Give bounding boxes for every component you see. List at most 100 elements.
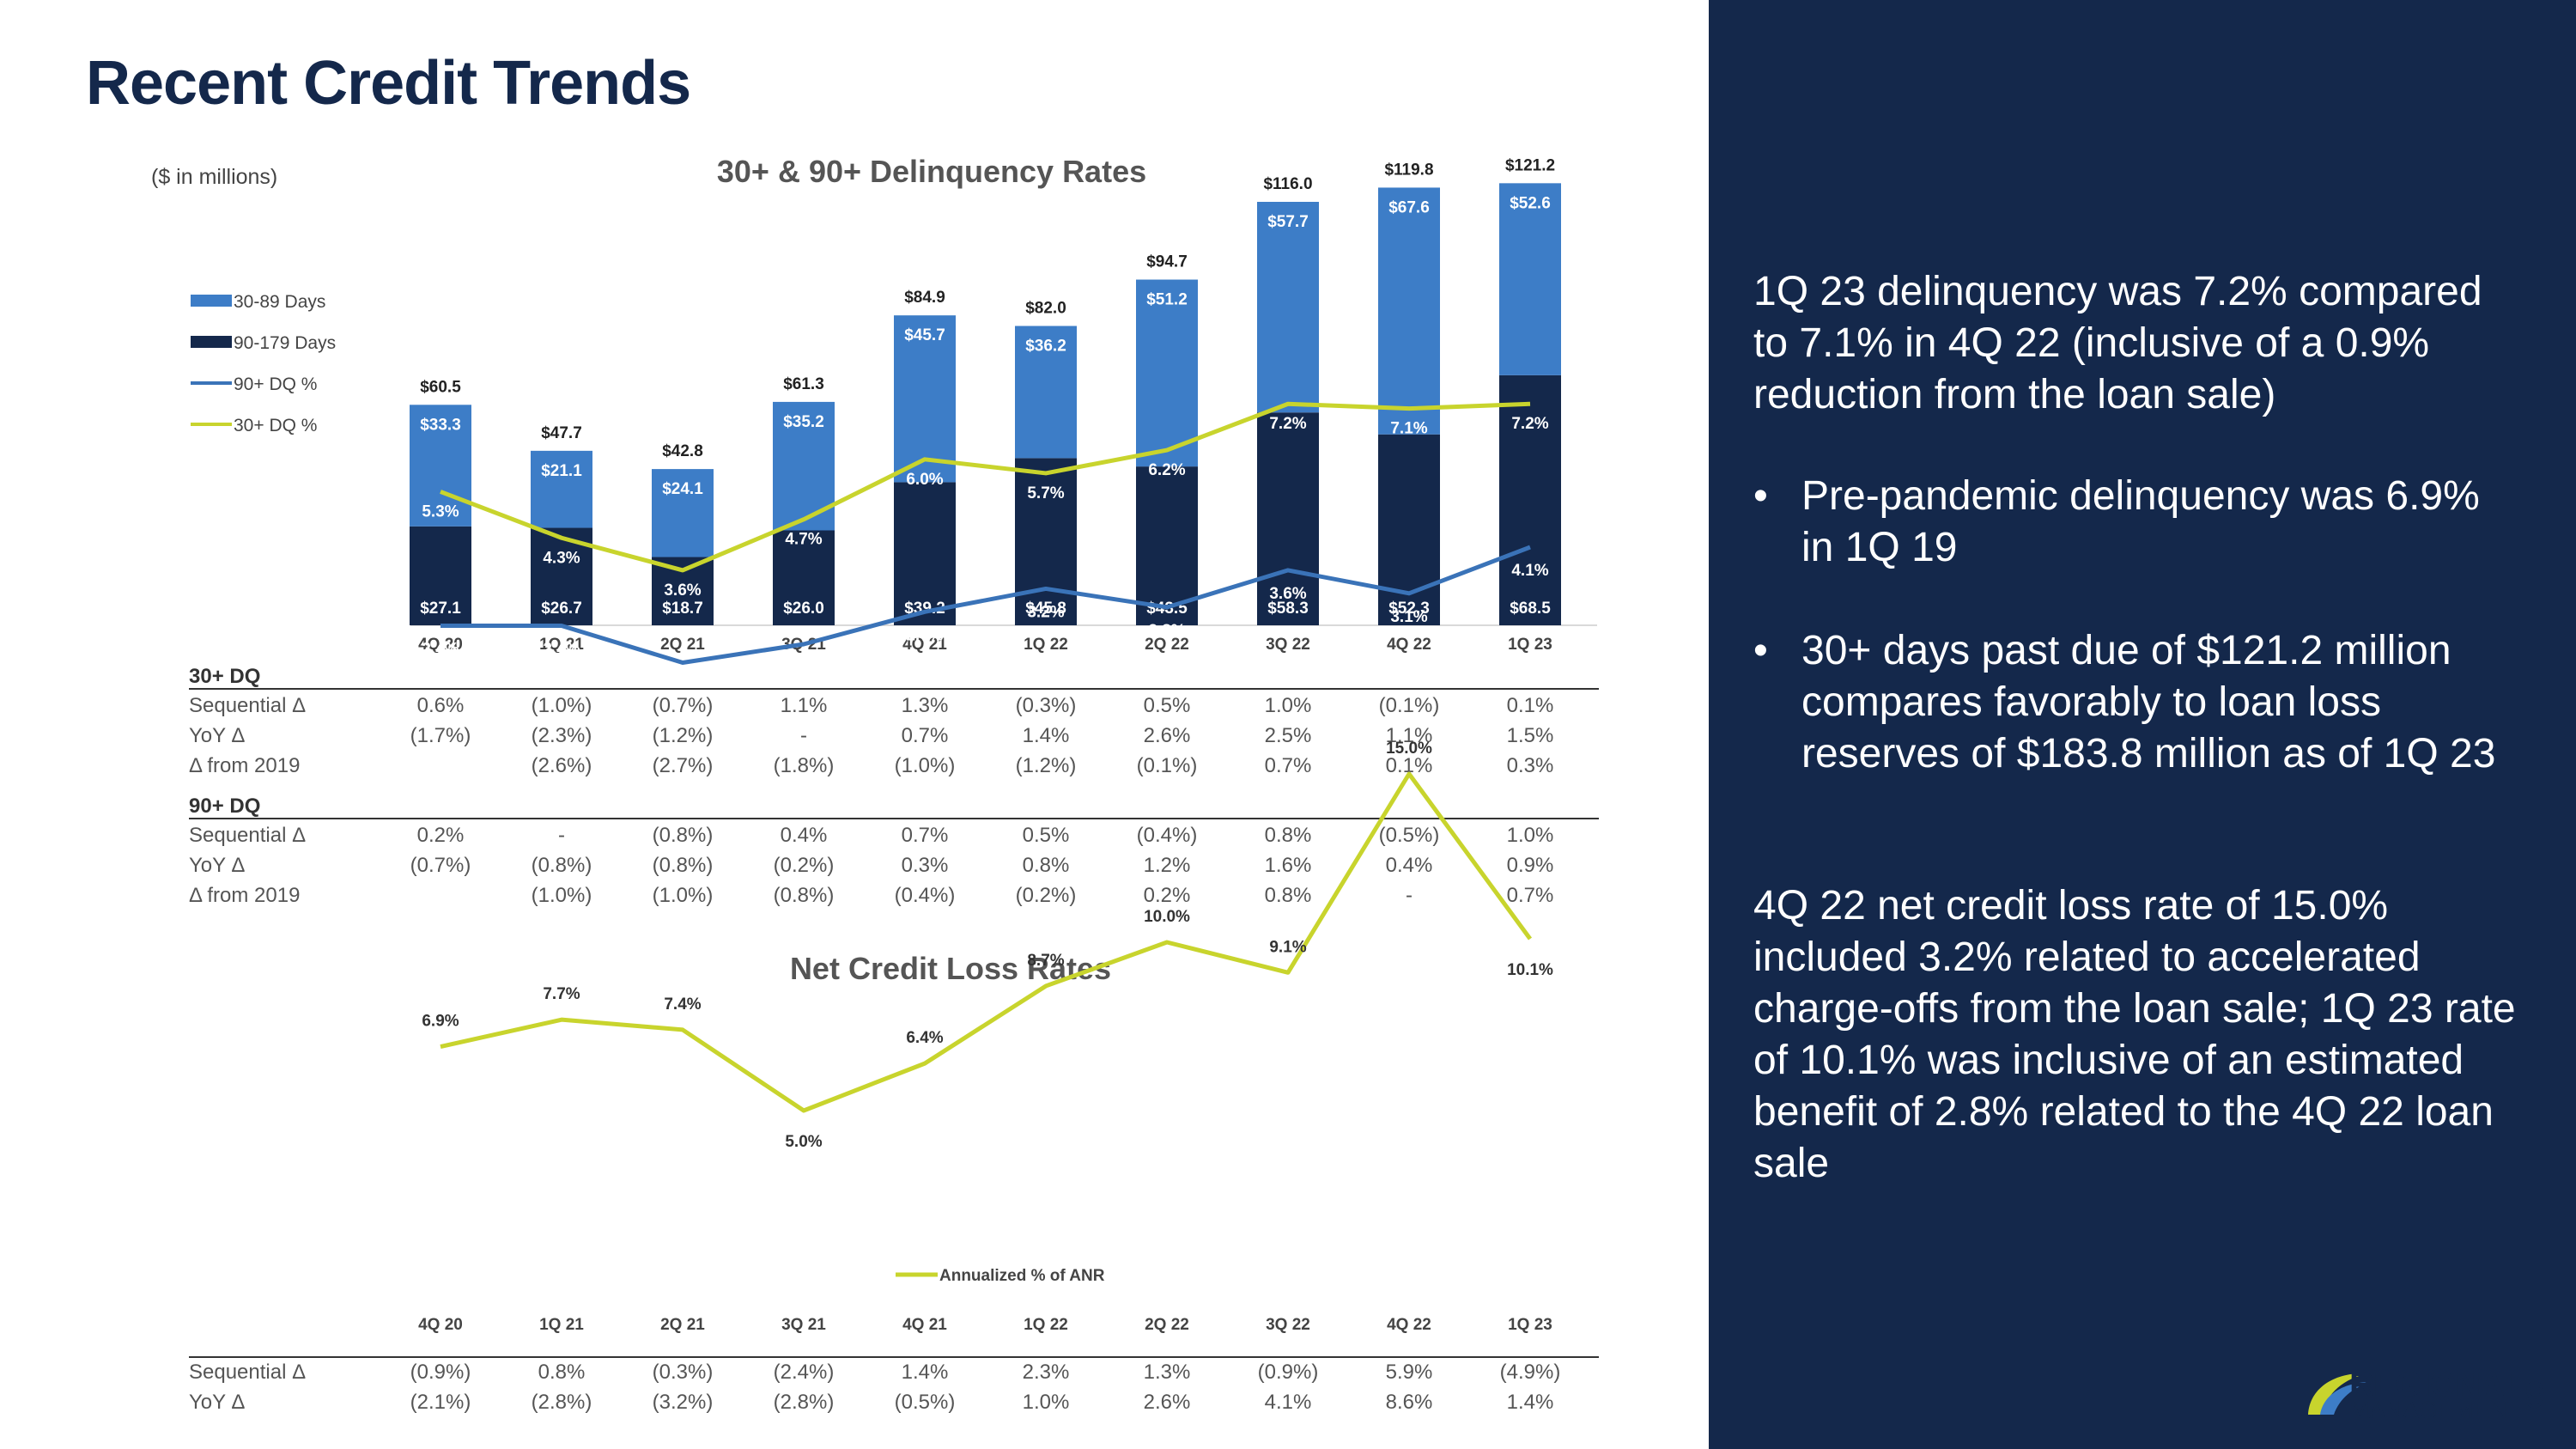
dq30-table-cell: (2.3%) — [532, 724, 592, 747]
x-tick-label: 1Q 22 — [1024, 636, 1068, 654]
ncl-point-label: 7.4% — [664, 995, 701, 1014]
bar-label-90-179: $26.0 — [783, 600, 824, 618]
bar-30-89-1Q-22 — [1015, 326, 1077, 459]
legend-label-30-89: 30-89 Days — [234, 292, 325, 312]
bar-30-89-4Q-21 — [894, 315, 956, 483]
dq90-table-header: 90+ DQ — [189, 795, 260, 818]
ncl-table-cell: 1.3% — [1144, 1361, 1191, 1384]
ncl-table-cell: 8.6% — [1386, 1391, 1433, 1414]
dq90-table-cell: (0.8%) — [653, 854, 714, 877]
ncl-point-label: 5.0% — [785, 1133, 822, 1151]
dq90-table-cell: (0.2%) — [1016, 884, 1077, 907]
point-label-30-dq: 7.1% — [1390, 420, 1427, 438]
bar-label-90-179: $52.3 — [1388, 600, 1430, 618]
bar-total-label: $47.7 — [541, 424, 582, 442]
ncl-table-row-label: Sequential Δ — [189, 1361, 306, 1384]
dq30-table-cell: (2.7%) — [653, 754, 714, 777]
dq30-table-cell: (1.0%) — [532, 694, 592, 717]
bar-total-label: $42.8 — [662, 442, 703, 460]
bar-label-30-89: $24.1 — [662, 480, 703, 498]
ncl-point-label: 10.0% — [1144, 908, 1190, 926]
ncl-table-cell: 2.3% — [1023, 1361, 1070, 1384]
ncl-table-cell: (2.4%) — [774, 1361, 835, 1384]
point-label-30-dq: 4.3% — [543, 549, 580, 567]
bar-label-90-179: $58.3 — [1267, 600, 1309, 618]
bar-label-30-89: $67.6 — [1388, 198, 1430, 216]
ncl-table-cell: (0.9%) — [410, 1361, 471, 1384]
ncl-point-label: 7.7% — [543, 985, 580, 1003]
bar-label-90-179: $26.7 — [541, 600, 582, 618]
ncl-point-label: 9.1% — [1269, 938, 1306, 956]
commentary-net-credit-loss: 4Q 22 net credit loss rate of 15.0% incl… — [1753, 883, 2516, 1186]
point-label-90-dq: 2.8% — [1148, 622, 1185, 640]
logo-text-management: MANAGEMENT — [2349, 1397, 2522, 1422]
dq90-table-cell: (0.7%) — [410, 854, 471, 877]
point-label-30-dq: 3.6% — [664, 581, 701, 600]
point-label-90-dq: 2.4% — [422, 640, 459, 658]
dq30-table-cell: (0.1%) — [1379, 694, 1440, 717]
dq30-table-cell: 2.6% — [1144, 724, 1191, 747]
bullet-dot: • — [1753, 628, 1768, 673]
legend-label-30-dq: 30+ DQ % — [234, 416, 317, 435]
bar-30-89-1Q-21 — [531, 450, 592, 528]
dq90-table-cell: 0.7% — [902, 824, 949, 847]
x-tick-label: 4Q 22 — [1387, 636, 1431, 654]
dq90-table-cell: 0.9% — [1507, 854, 1554, 877]
dq90-table-cell: (1.0%) — [653, 884, 714, 907]
ncl-table-cell: (0.5%) — [895, 1391, 956, 1414]
bar-label-30-89: $57.7 — [1267, 213, 1309, 231]
bar-label-30-89: $52.6 — [1510, 194, 1551, 212]
dq30-table-cell: 0.5% — [1144, 694, 1191, 717]
ncl-x-tick-label: 3Q 22 — [1266, 1316, 1310, 1334]
x-tick-label: 4Q 20 — [418, 636, 463, 654]
bullet-past-due: • 30+ days past due of $121.2 million co… — [1753, 625, 2506, 780]
dq90-table-cell: 0.2% — [1144, 884, 1191, 907]
ncl-table-cell: 4.1% — [1265, 1391, 1312, 1414]
ncl-point-label: 6.4% — [906, 1029, 943, 1047]
point-label-30-dq: 6.2% — [1148, 461, 1185, 479]
ncl-table-cell: (3.2%) — [653, 1391, 714, 1414]
dq90-table-cell: 0.4% — [1386, 854, 1433, 877]
ncl-x-tick-label: 1Q 21 — [539, 1316, 584, 1334]
point-label-30-dq: 6.0% — [906, 471, 943, 489]
point-label-90-dq: 2.4% — [543, 640, 580, 658]
units-note: ($ in millions) — [151, 165, 277, 189]
bar-label-30-89: $33.3 — [420, 416, 461, 434]
dq30-table-cell: 1.0% — [1265, 694, 1312, 717]
dq30-table-cell: 0.3% — [1507, 754, 1554, 777]
ncl-point-label: 6.9% — [422, 1013, 459, 1031]
dq90-table-cell: 1.2% — [1144, 854, 1191, 877]
dq90-table-row-label: Sequential Δ — [189, 824, 306, 847]
point-label-90-dq: 2.0% — [785, 659, 822, 677]
commentary-delinquency: 1Q 23 delinquency was 7.2% compared to 7… — [1753, 269, 2482, 417]
bar-total-label: $94.7 — [1146, 253, 1188, 271]
page-title: Recent Credit Trends — [86, 49, 691, 118]
bar-90-179-3Q-21 — [773, 530, 835, 625]
bar-total-label: $116.0 — [1263, 175, 1312, 193]
regional-management-logo: REGIONAL MANAGEMENT — [2308, 1366, 2524, 1422]
point-label-90-dq: 1.6% — [664, 678, 701, 696]
ncl-table-cell: (0.9%) — [1258, 1361, 1319, 1384]
dq30-table-cell: 1.5% — [1507, 724, 1554, 747]
ncl-point-label: 10.1% — [1507, 961, 1553, 979]
dq30-table-cell: (0.7%) — [653, 694, 714, 717]
point-label-30-dq: 7.2% — [1511, 415, 1548, 433]
dq90-table-row-label: YoY Δ — [189, 854, 245, 877]
ncl-table-cell: 1.0% — [1023, 1391, 1070, 1414]
dq30-table-cell: (1.2%) — [653, 724, 714, 747]
dq30-table-cell: 1.1% — [1386, 724, 1433, 747]
bar-90-179-4Q-21 — [894, 482, 956, 625]
x-tick-label: 1Q 21 — [539, 636, 584, 654]
bar-90-179-3Q-22 — [1257, 412, 1319, 625]
bar-total-label: $82.0 — [1025, 300, 1066, 318]
dq90-table-cell: 0.2% — [417, 824, 465, 847]
dq90-table-cell: 0.4% — [781, 824, 828, 847]
bar-total-label: $84.9 — [904, 289, 945, 307]
point-label-90-dq: 4.1% — [1511, 562, 1548, 580]
legend-label-90-dq: 90+ DQ % — [234, 374, 317, 394]
dq30-table-header: 30+ DQ — [189, 665, 260, 688]
ncl-table-cell: 5.9% — [1386, 1361, 1433, 1384]
dq30-table-cell: (2.6%) — [532, 754, 592, 777]
point-label-30-dq: 5.7% — [1027, 484, 1064, 502]
bar-label-30-89: $36.2 — [1025, 338, 1066, 356]
